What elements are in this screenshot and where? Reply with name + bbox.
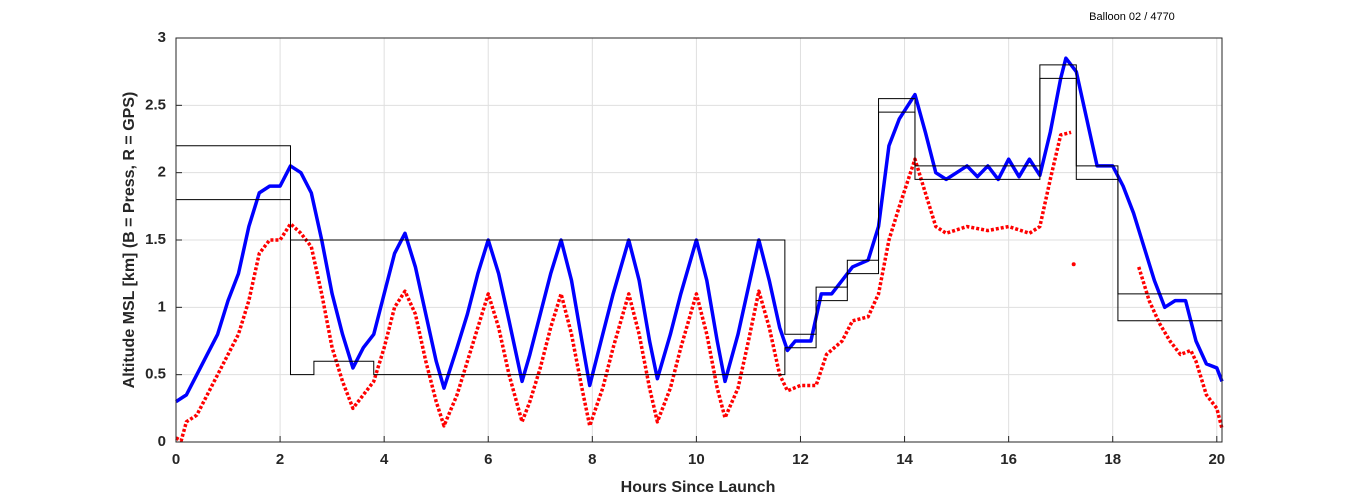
y-tick-label: 0 [158, 433, 166, 450]
x-tick-label: 10 [688, 451, 705, 468]
x-tick-label: 0 [172, 451, 180, 468]
x-tick-label: 20 [1208, 451, 1225, 468]
data-line [175, 130, 1072, 443]
y-tick-label: 2 [158, 164, 166, 181]
x-tick-label: 8 [588, 451, 596, 468]
x-tick-label: 4 [380, 451, 389, 468]
y-tick-label: 2.5 [145, 96, 166, 113]
y-tick-label: 1.5 [145, 231, 166, 248]
x-tick-label: 12 [792, 451, 809, 468]
x-axis-label: Hours Since Launch [621, 479, 776, 496]
chart-title: Balloon 02 / 4770 [1089, 11, 1175, 23]
y-axis-label: Altitude MSL [km] (B = Press, R = GPS) [121, 92, 138, 389]
step-line [176, 77, 1222, 376]
x-tick-label: 2 [276, 451, 284, 468]
data-line [175, 56, 1224, 404]
y-tick-label: 1 [158, 298, 166, 315]
y-tick-label: 0.5 [145, 366, 166, 383]
x-tick-label: 18 [1104, 451, 1121, 468]
x-tick-label: 14 [896, 451, 913, 468]
y-tick-label: 3 [158, 29, 166, 46]
plot-frame [175, 37, 1223, 443]
data-line [1137, 266, 1224, 429]
x-tick-label: 16 [1000, 451, 1017, 468]
data-point [1071, 262, 1076, 267]
x-tick-label: 6 [484, 451, 492, 468]
